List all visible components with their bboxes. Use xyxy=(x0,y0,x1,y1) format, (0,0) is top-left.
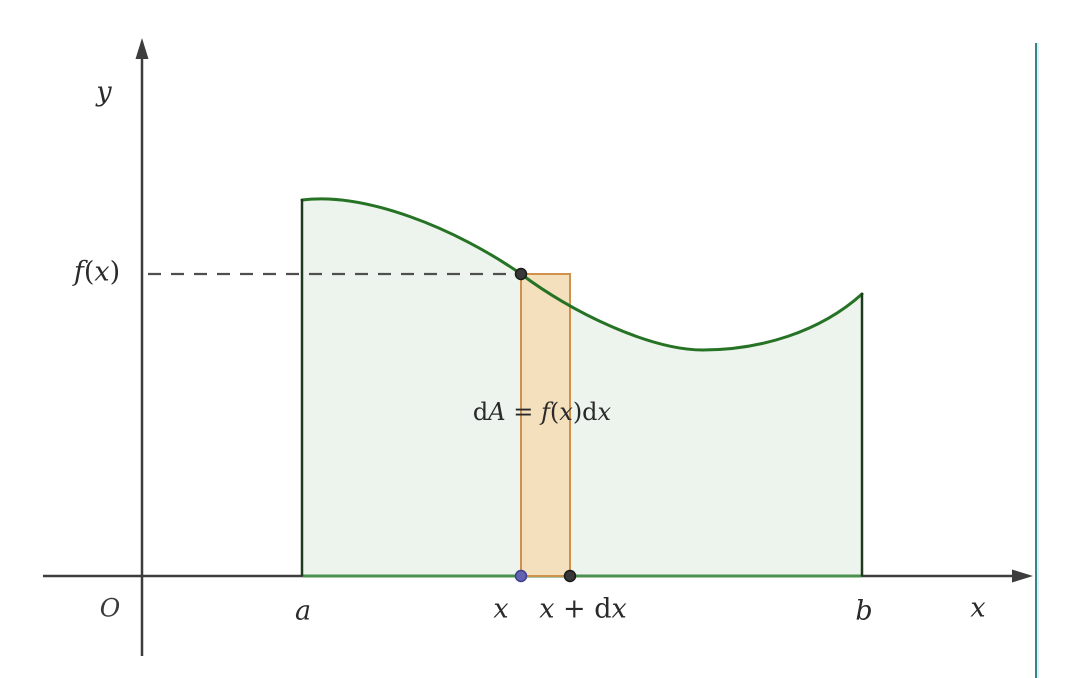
area-x: x xyxy=(559,398,573,426)
curve-fx xyxy=(300,197,864,352)
b-label: b xyxy=(855,595,873,627)
x-plus-dx-var2: x xyxy=(611,593,627,625)
f-of-x-x: x xyxy=(94,256,110,288)
area-x2: x xyxy=(597,398,612,426)
f-of-x-open: ( xyxy=(83,256,95,288)
x-plus-dx-mid: + d xyxy=(554,593,612,625)
y-axis-label: y xyxy=(96,76,112,108)
point-x-handle[interactable] xyxy=(514,569,528,583)
y-axis-arrow-icon xyxy=(135,38,149,59)
area-eq: = xyxy=(505,398,541,426)
f-of-x-close: ) xyxy=(109,256,121,288)
x-plus-dx-label: x + dx xyxy=(539,596,627,623)
differential-strip xyxy=(520,273,571,577)
a-label: a xyxy=(294,595,312,627)
f-of-x-label: f(x) xyxy=(74,259,120,286)
x-axis-arrow-icon xyxy=(1012,569,1033,583)
origin-label: O xyxy=(99,593,121,623)
x-axis-label: x xyxy=(970,592,986,624)
x-tick-label: x xyxy=(493,593,509,625)
area-d1: d xyxy=(472,398,489,426)
f-of-x-f: f xyxy=(73,256,84,288)
area-f: f xyxy=(541,398,550,426)
x-plus-dx-var1: x xyxy=(539,593,555,625)
area-A: A xyxy=(488,398,506,426)
point-x-plus-dx xyxy=(563,569,577,583)
region-under-curve xyxy=(302,198,862,577)
point-fx-on-curve xyxy=(514,267,528,281)
area-open: ( xyxy=(549,398,560,426)
area-close-d: )d xyxy=(572,398,598,426)
area-element-label: dA = f(x)dx xyxy=(473,400,611,424)
